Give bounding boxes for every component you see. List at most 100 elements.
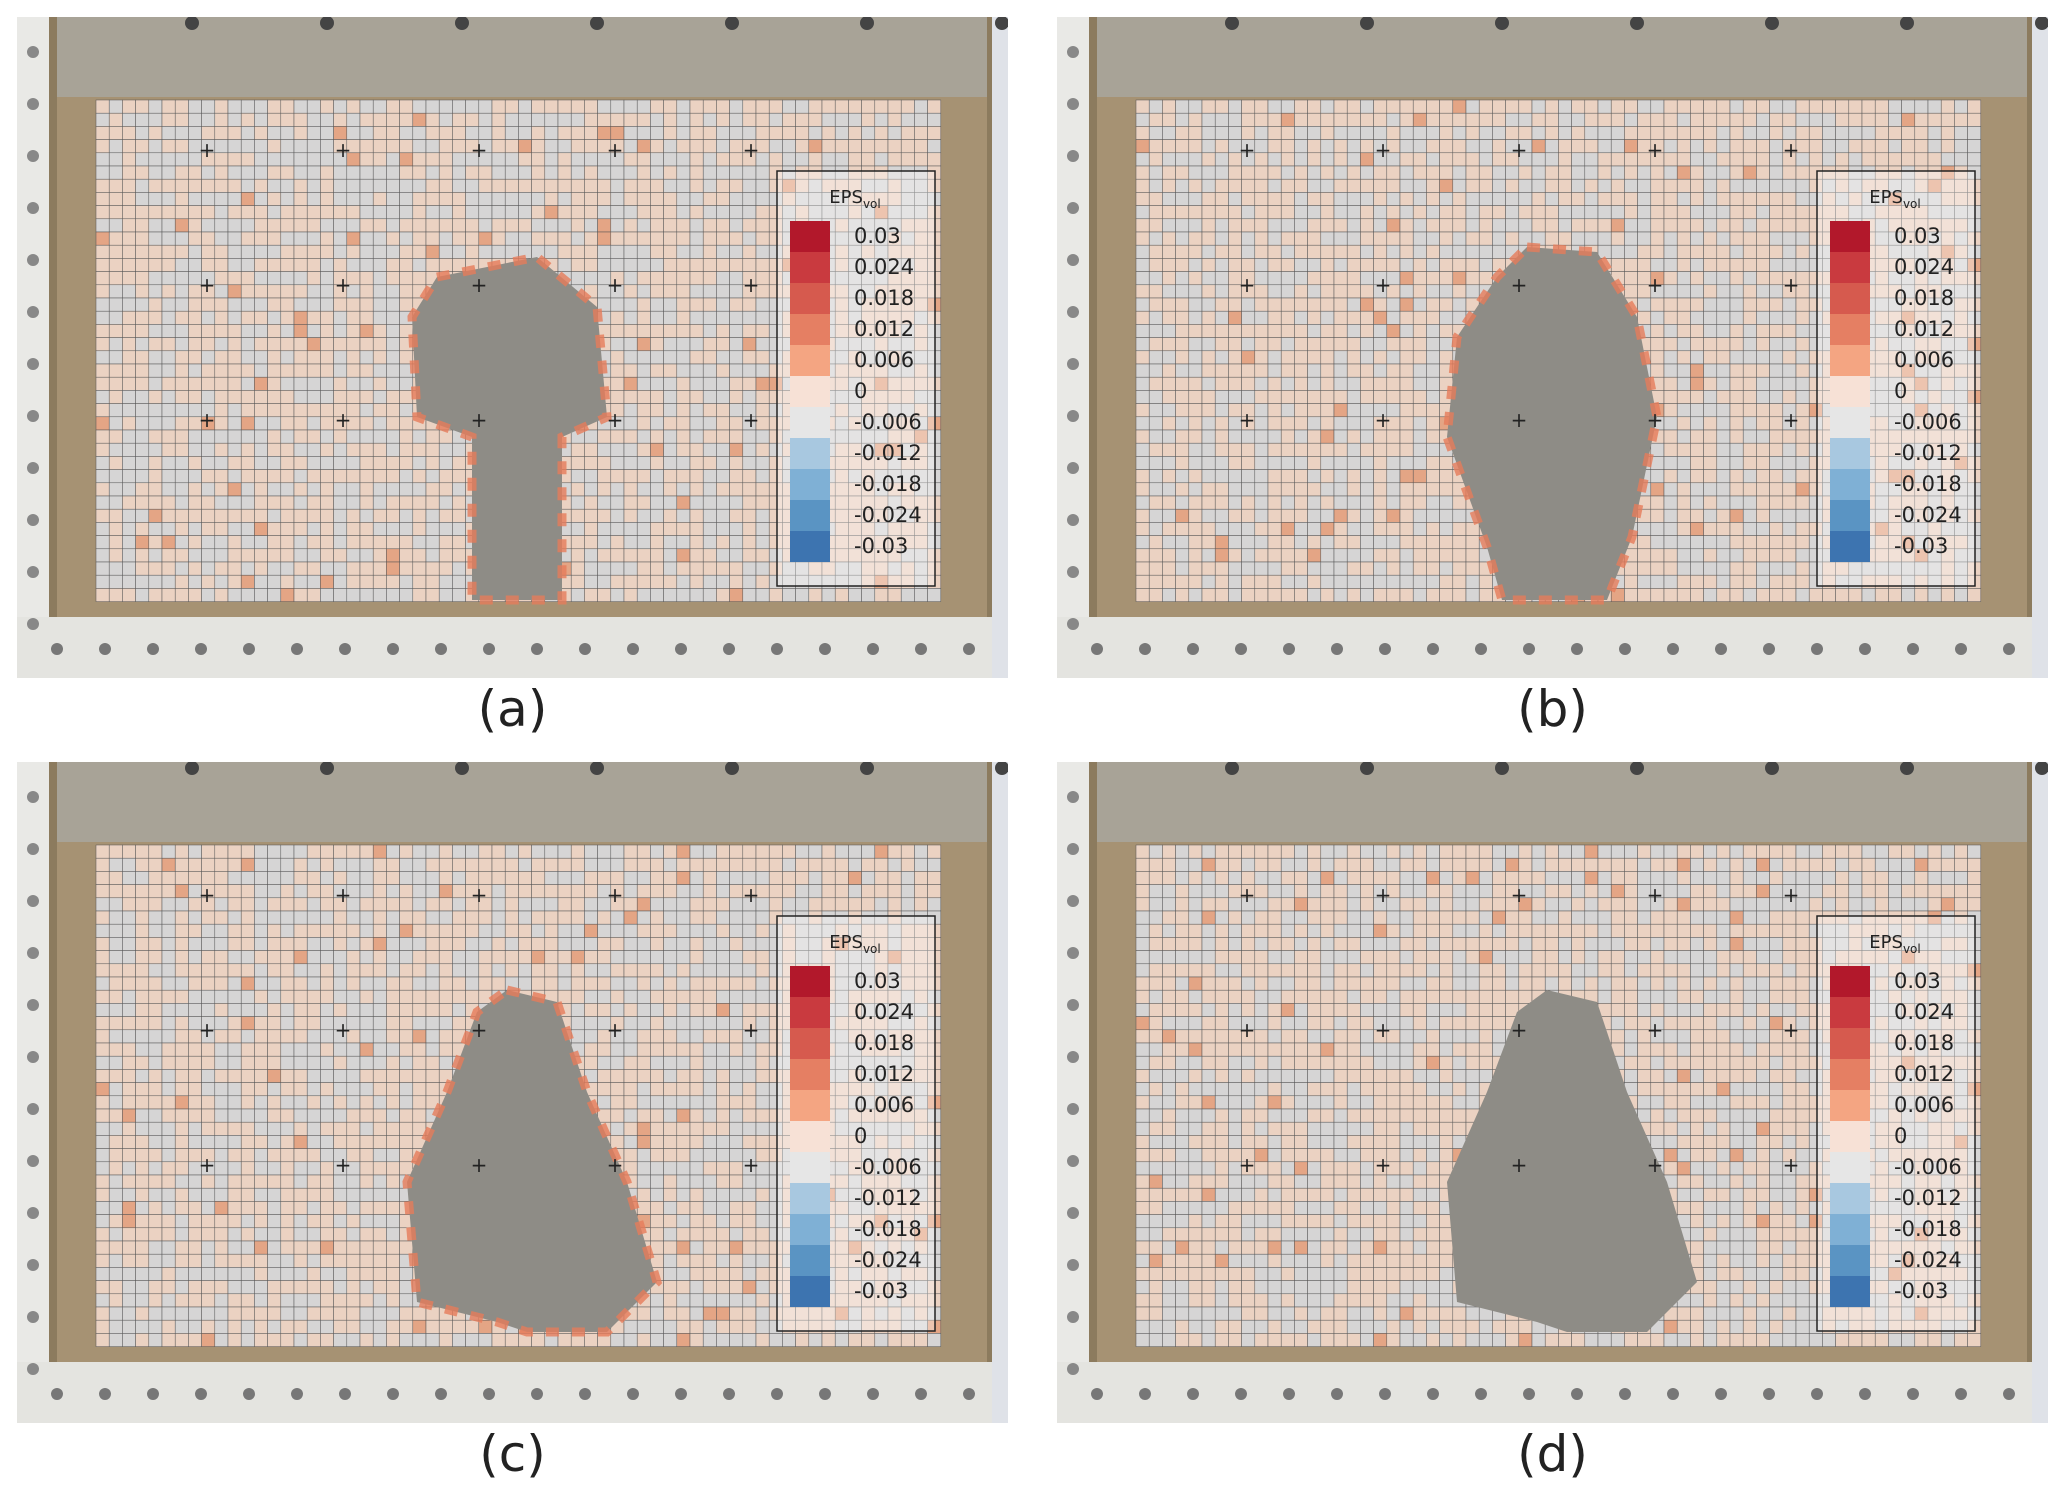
strain-cell [254,390,268,404]
strain-cell [201,469,216,484]
strain-cell [1624,244,1638,259]
strain-cell [1597,244,1612,259]
strain-cell [755,469,770,484]
strain-cell [1267,456,1282,470]
strain-cell [1795,442,1810,457]
strain-cell [174,310,189,325]
strain-cell [254,337,268,352]
strain-cell [267,350,282,365]
strain-cell [386,574,400,589]
strain-cell [293,403,308,418]
strain-cell [161,588,176,602]
strain-cell [1280,297,1295,312]
strain-cell [1307,271,1322,286]
strain-cell [465,112,480,127]
strain-cell [386,218,400,233]
strain-cell [610,310,625,325]
strain-cell [214,139,229,154]
strain-cell [1624,574,1638,589]
strain-cell [544,99,559,114]
strain-cell [227,231,242,246]
strain-cell [1373,376,1388,391]
strain-cell [1690,244,1704,259]
strain-cell [1175,126,1190,140]
strain-cell [320,350,334,365]
strain-cell [1426,535,1440,550]
strain-cell [1135,416,1150,431]
strain-cell [386,231,400,246]
strain-cell [1333,456,1348,470]
strain-cell [1386,442,1401,457]
strain-cell [623,482,638,497]
strain-cell [729,429,744,444]
strain-cell [544,165,559,180]
strain-cell [1478,231,1493,246]
strain-cell [1690,350,1704,365]
strain-cell [306,218,321,233]
strain-cell [1426,363,1440,378]
strain-cell [1544,99,1559,114]
strain-cell [1346,297,1361,312]
strain-cell [504,139,519,154]
strain-cell [227,390,242,404]
strain-cell [1254,442,1269,457]
bolt [387,643,399,655]
strain-cell [1201,416,1216,431]
strain-cell [1782,522,1797,536]
strain-cell [359,337,374,352]
strain-cell [702,390,717,404]
strain-cell [478,178,493,193]
strain-cell [1360,548,1374,563]
strain-cell [1478,574,1493,589]
strain-cell [729,284,744,299]
strain-cell [1254,456,1269,470]
strain-cell [1795,165,1810,180]
strain-cell [676,588,691,602]
strain-cell [1703,126,1718,140]
legend-label: -0.024 [854,503,922,527]
strain-cell [1267,231,1282,246]
strain-cell [306,310,321,325]
strain-cell [1162,495,1176,510]
strain-cell [1175,522,1190,536]
strain-cell [1201,284,1216,299]
strain-cell [1360,363,1374,378]
strain-cell [320,218,334,233]
strain-cell [1267,112,1282,127]
strain-cell [702,178,717,193]
strain-cell [650,99,664,114]
strain-cell [1294,165,1308,180]
strain-cell [914,152,928,167]
strain-cell [320,561,334,576]
strain-cell [108,139,123,154]
strain-cell [1267,297,1282,312]
strain-cell [1175,231,1190,246]
top-strip [1097,17,2027,97]
strain-cell [1320,403,1335,418]
strain-cell [900,126,915,140]
strain-cell [122,456,136,470]
strain-cell [346,495,361,510]
strain-cell [306,139,321,154]
strain-cell [1135,522,1150,536]
strain-cell [346,231,361,246]
strain-cell [623,469,638,484]
strain-cell [1386,178,1401,193]
strain-cell [240,139,255,154]
strain-cell [1280,350,1295,365]
strain-cell [254,99,268,114]
strain-cell [1135,205,1150,220]
strain-cell [1399,310,1414,325]
strain-cell [135,416,150,431]
strain-cell [1294,429,1308,444]
strain-cell [1742,508,1757,523]
strain-cell [1610,139,1625,154]
strain-cell [95,297,110,312]
strain-cell [1162,442,1176,457]
strain-cell [1201,390,1216,404]
strain-cell [1412,99,1427,114]
strain-cell [1558,192,1572,206]
strain-cell [1597,139,1612,154]
strain-cell [1280,284,1295,299]
strain-cell [1188,535,1203,550]
